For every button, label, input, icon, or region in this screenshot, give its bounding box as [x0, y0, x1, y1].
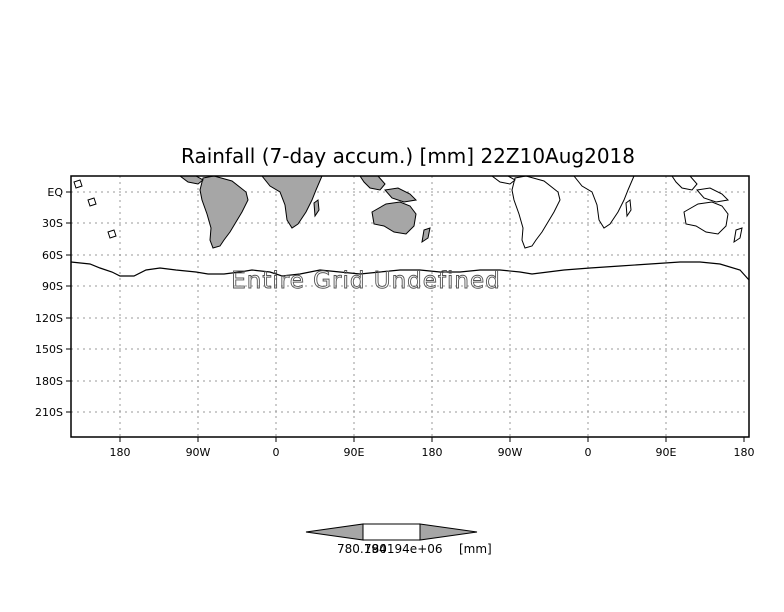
plot-area: Entire Grid Undefined — [70, 175, 750, 438]
africa-outline — [572, 175, 635, 229]
pacific-islands-outline — [73, 179, 117, 239]
colorbar: 780.194 780194e+06 [mm] — [305, 523, 492, 556]
x-tick-label-180-c: 180 — [734, 446, 755, 459]
x-tick-label-90w-b: 90W — [498, 446, 523, 459]
maritime-continent-shape — [384, 187, 418, 203]
colorbar-mid-label: 780194e+06 — [364, 542, 443, 556]
y-tick-label-150s: 150S — [35, 343, 63, 356]
plot-frame — [70, 175, 750, 438]
madagascar-outline — [625, 199, 632, 218]
central-america-outline — [490, 175, 516, 185]
x-tick-label-90e-a: 90E — [344, 446, 365, 459]
south-america-outline — [511, 175, 561, 249]
x-tick-label-180-a: 180 — [110, 446, 131, 459]
colorbar-middle-box — [362, 523, 421, 541]
y-tick-label-eq: EQ — [47, 186, 63, 199]
new-zealand-shape — [421, 227, 431, 244]
x-tick-label-0-a: 0 — [273, 446, 280, 459]
continents-shaded — [178, 175, 431, 249]
y-tick-label-120s: 120S — [35, 312, 63, 325]
x-tick-label-90e-b: 90E — [656, 446, 677, 459]
y-axis: EQ 30S 60S 90S 120S 150S 180S 210S — [35, 186, 71, 419]
maritime-continent-outline — [696, 187, 730, 203]
central-america-shape — [178, 175, 204, 185]
colorbar-left-arrow — [305, 523, 364, 541]
south-america-shape — [199, 175, 249, 249]
colorbar-right-arrow — [419, 523, 478, 541]
y-tick-label-210s: 210S — [35, 406, 63, 419]
southeast-asia-shape — [359, 175, 386, 191]
y-tick-label-180s: 180S — [35, 375, 63, 388]
x-axis: 180 90W 0 90E 180 90W 0 90E 180 — [110, 437, 755, 459]
x-tick-label-0-b: 0 — [585, 446, 592, 459]
longitude-gridlines — [119, 176, 667, 437]
y-tick-label-90s: 90S — [42, 280, 63, 293]
australia-shape — [371, 201, 417, 235]
new-zealand-outline — [733, 227, 743, 244]
latitude-gridlines — [71, 191, 749, 413]
southeast-asia-outline — [671, 175, 698, 191]
colorbar-left-label: 780.194 — [337, 542, 387, 556]
y-tick-label-60s: 60S — [42, 249, 63, 262]
continents-outline — [73, 175, 743, 249]
x-tick-label-90w-a: 90W — [186, 446, 211, 459]
undefined-grid-watermark: Entire Grid Undefined — [231, 268, 501, 294]
map-title: Rainfall (7-day accum.) [mm] 22Z10Aug201… — [181, 144, 635, 168]
antarctica-coastline — [70, 261, 750, 281]
colorbar-unit-label: [mm] — [459, 542, 492, 556]
madagascar-shape — [313, 199, 320, 218]
x-tick-label-180-b: 180 — [422, 446, 443, 459]
australia-outline — [683, 201, 729, 235]
y-tick-label-30s: 30S — [42, 217, 63, 230]
africa-shape — [260, 175, 323, 229]
